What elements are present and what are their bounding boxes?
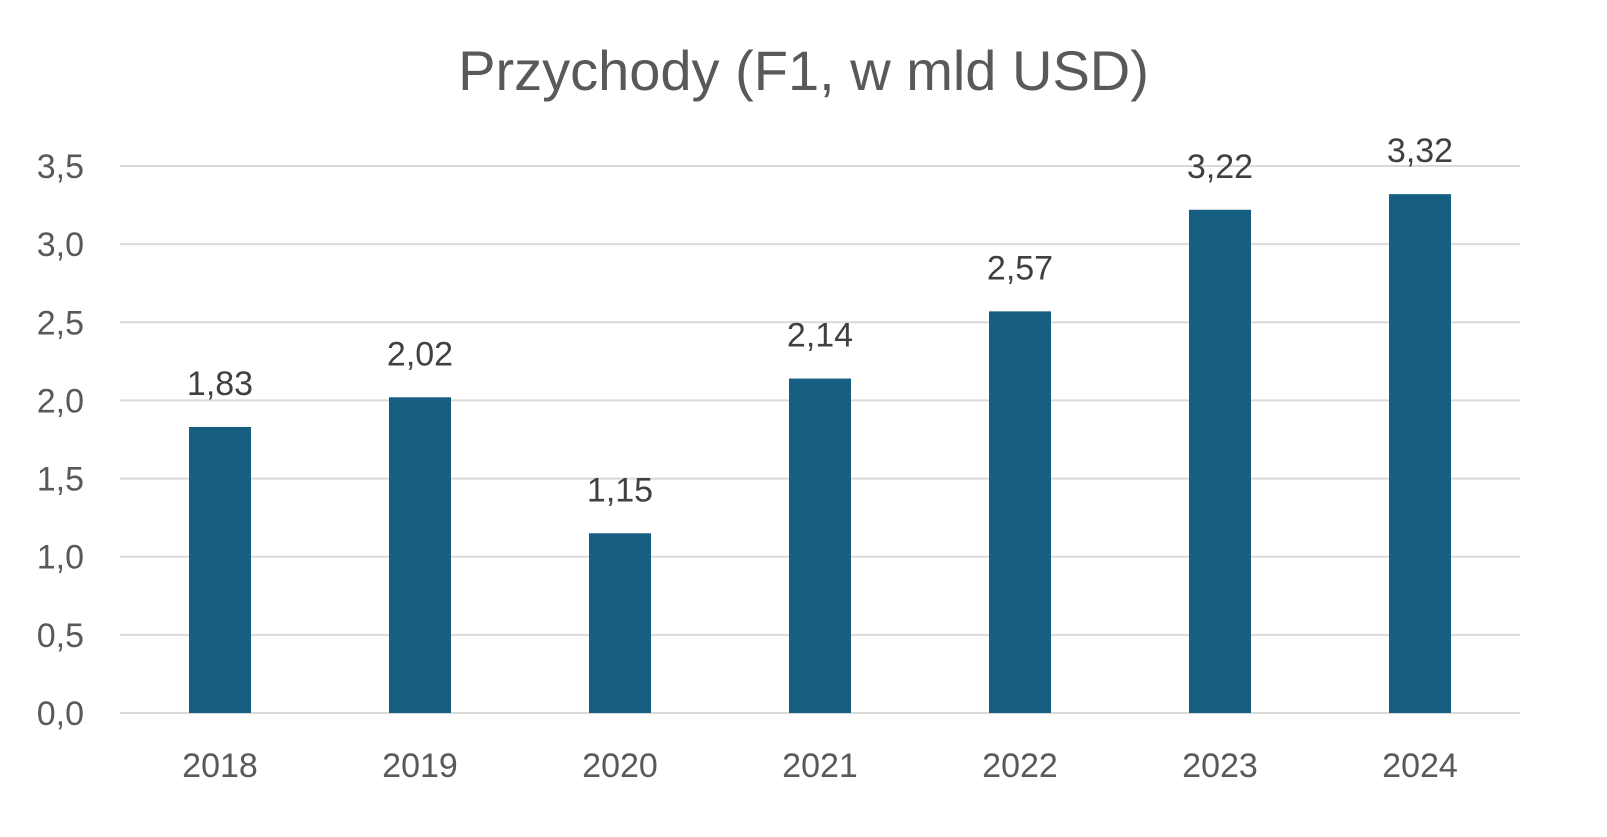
y-tick-label: 1,0 xyxy=(37,539,84,577)
bar-2020 xyxy=(589,533,651,713)
x-tick-label-2018: 2018 xyxy=(182,747,258,785)
y-tick-label: 3,5 xyxy=(37,148,84,186)
data-label-2023: 3,22 xyxy=(1187,148,1253,186)
data-label-2022: 2,57 xyxy=(987,249,1053,287)
data-labels: 1,83 2,02 1,15 2,14 2,57 3,22 3,32 xyxy=(187,132,1453,509)
y-tick-label: 2,5 xyxy=(37,304,84,342)
x-axis-ticks: 2018 2019 2020 2021 2022 2023 2024 xyxy=(182,747,1458,785)
data-label-2024: 3,32 xyxy=(1387,132,1453,170)
x-tick-label-2021: 2021 xyxy=(782,747,858,785)
bar-2024 xyxy=(1389,194,1451,714)
bar-2021 xyxy=(789,378,851,713)
data-label-2020: 1,15 xyxy=(587,471,653,509)
bar-2022 xyxy=(989,311,1051,713)
x-tick-label-2023: 2023 xyxy=(1182,747,1258,785)
bar-2023 xyxy=(1189,209,1251,713)
data-label-2018: 1,83 xyxy=(187,365,253,403)
y-tick-label: 0,5 xyxy=(37,617,84,655)
x-tick-label-2024: 2024 xyxy=(1382,747,1458,785)
y-tick-label: 0,0 xyxy=(37,695,84,733)
data-label-2019: 2,02 xyxy=(387,335,453,373)
y-axis-ticks: 0,0 0,5 1,0 1,5 2,0 2,5 3,0 3,5 xyxy=(37,148,84,733)
y-tick-label: 3,0 xyxy=(37,226,84,264)
y-tick-label: 2,0 xyxy=(37,382,84,420)
bar-2019 xyxy=(389,397,451,713)
x-tick-label-2022: 2022 xyxy=(982,747,1058,785)
y-tick-label: 1,5 xyxy=(37,461,84,499)
x-tick-label-2020: 2020 xyxy=(582,747,658,785)
chart-title: Przychody (F1, w mld USD) xyxy=(458,39,1149,102)
bar-2018 xyxy=(189,426,251,713)
x-tick-label-2019: 2019 xyxy=(382,747,458,785)
bars xyxy=(189,194,1451,714)
data-label-2021: 2,14 xyxy=(787,317,853,355)
